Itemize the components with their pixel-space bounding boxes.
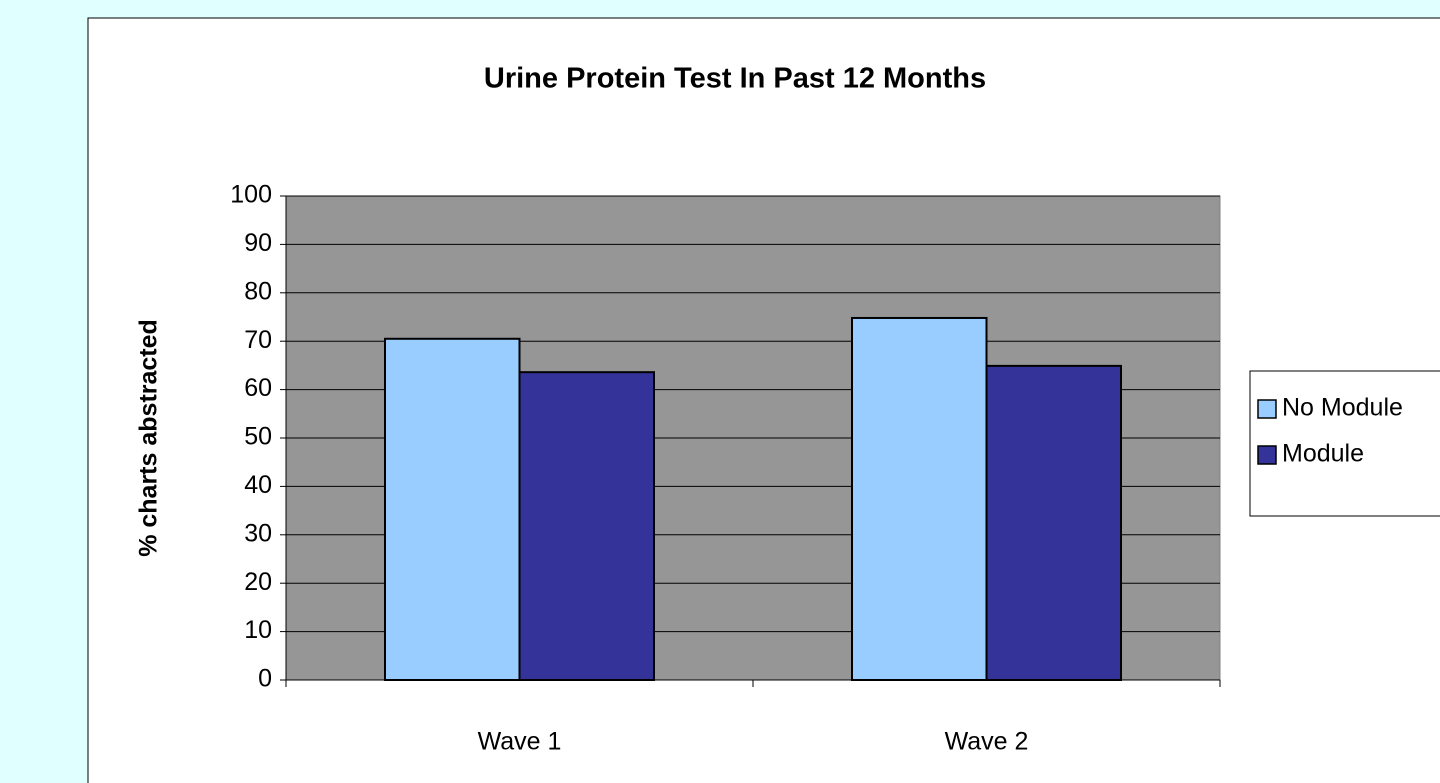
bar <box>384 337 521 681</box>
legend-swatch <box>1257 445 1277 465</box>
legend-label: No Module <box>1282 394 1403 422</box>
legend-label: Module <box>1282 440 1364 468</box>
bar <box>518 371 655 681</box>
y-tick-label: 40 <box>244 471 272 499</box>
y-axis-label: % charts abstracted <box>135 319 163 557</box>
y-tick-label: 90 <box>244 229 272 257</box>
y-tick-label: 20 <box>244 568 272 596</box>
bar <box>985 364 1122 681</box>
y-tick-label: 100 <box>230 181 272 209</box>
chart-title: Urine Protein Test In Past 12 Months <box>484 63 986 95</box>
y-tick-label: 0 <box>258 665 272 693</box>
legend-box <box>1249 370 1440 517</box>
y-tick-label: 60 <box>244 374 272 402</box>
y-tick-label: 50 <box>244 423 272 451</box>
x-tick-label: Wave 2 <box>945 728 1029 756</box>
y-tick-label: 80 <box>244 277 272 305</box>
bar <box>851 316 988 681</box>
y-tick-label: 70 <box>244 326 272 354</box>
legend-swatch <box>1257 399 1277 419</box>
x-tick-label: Wave 1 <box>478 728 562 756</box>
y-tick-label: 10 <box>244 616 272 644</box>
y-tick-label: 30 <box>244 519 272 547</box>
